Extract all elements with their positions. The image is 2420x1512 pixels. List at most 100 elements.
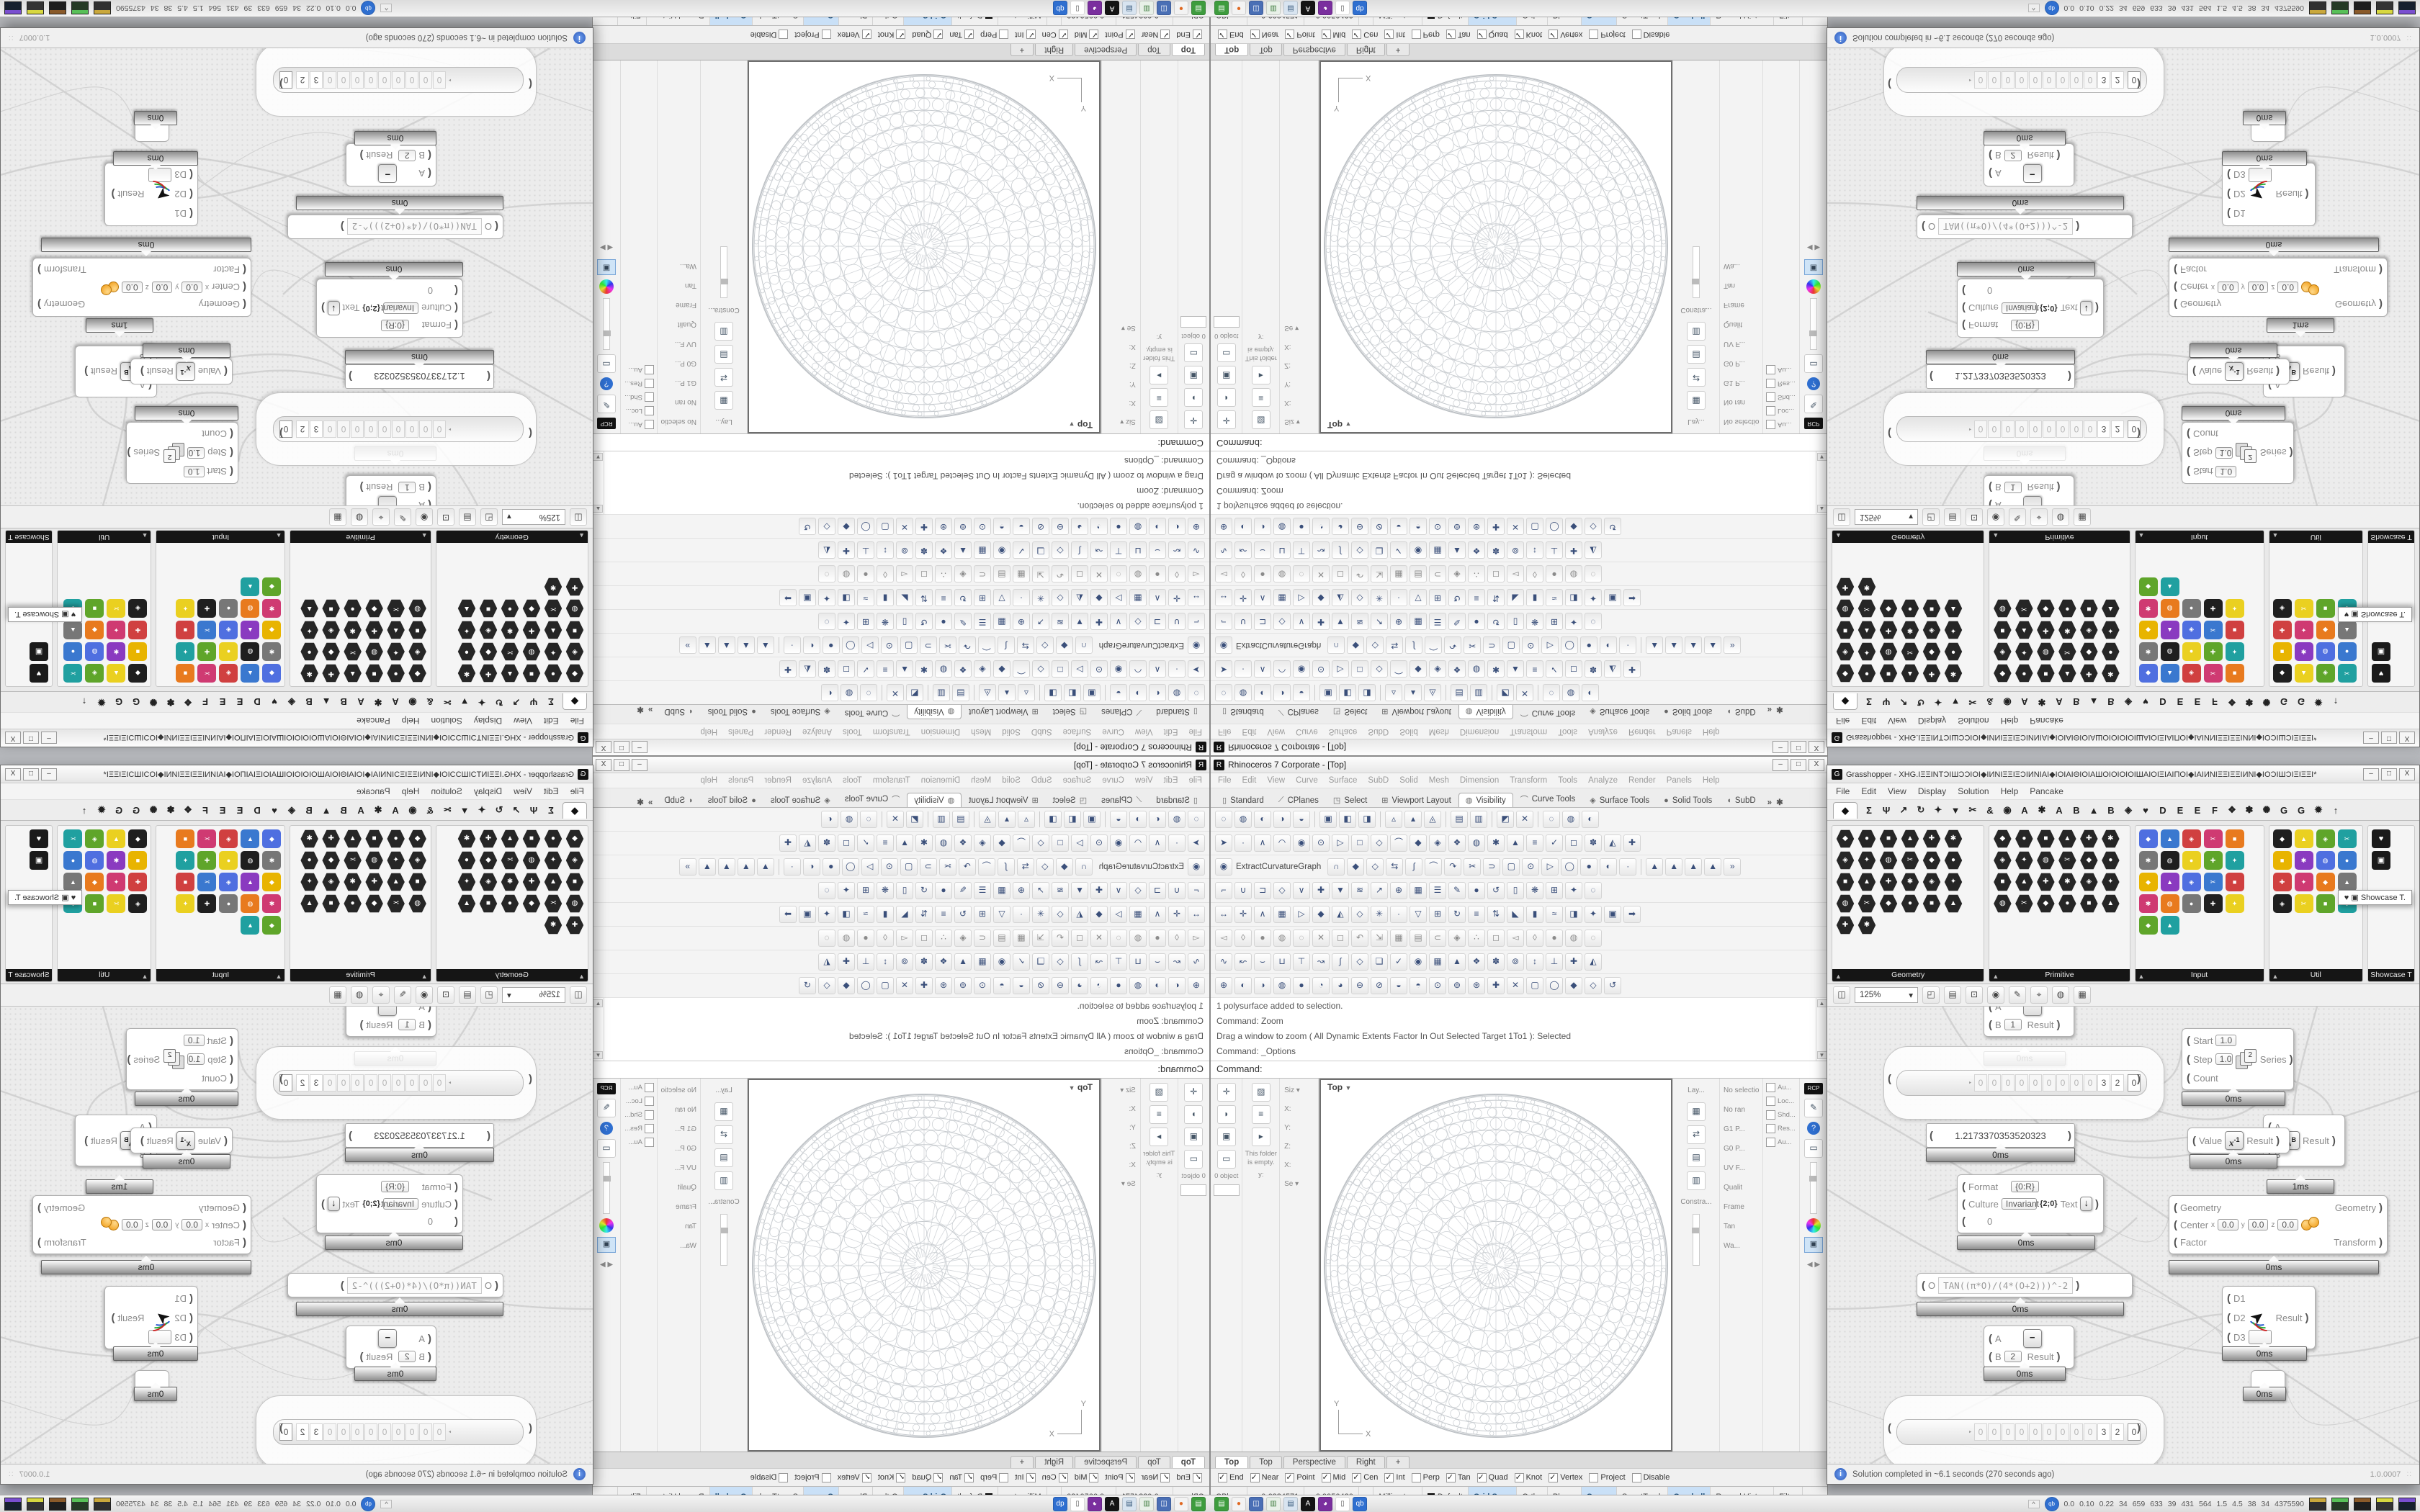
command-history-scrollbar[interactable]: ▲ ▼ [593, 998, 604, 1061]
palette-component-icon[interactable]: ◍ [2316, 851, 2335, 870]
menu-item-tools[interactable]: Tools [842, 776, 862, 785]
toolbar-icon[interactable]: ◇ [1032, 834, 1049, 852]
gh-tab-4[interactable]: ↻ [1917, 804, 1925, 815]
menu-item-help[interactable]: Help [1702, 727, 1720, 736]
gh-tab-12[interactable]: A [357, 696, 364, 708]
toolbar-icon[interactable]: ⊚ [1448, 518, 1466, 535]
toolbar-icon[interactable]: ◭ [1585, 541, 1602, 559]
palette-component-icon[interactable]: ◍ [2160, 599, 2179, 618]
menu-item-help[interactable]: Help [700, 776, 718, 785]
toolbar-icon[interactable]: ◇ [1371, 834, 1388, 852]
toolbar-icon[interactable]: ◇ [1052, 589, 1069, 606]
osnap-toggle-disable[interactable]: Disable [750, 30, 789, 40]
toolbar-icon[interactable]: ↝ [1312, 541, 1330, 559]
palette-component-icon[interactable]: ◆ [85, 621, 104, 639]
toolbar-icon[interactable]: ▼ [1332, 613, 1349, 630]
toolbar-icon[interactable]: ⊛ [935, 977, 952, 994]
constraints-panel-label[interactable]: Constra... [1680, 1198, 1712, 1206]
palette-component-icon[interactable]: ✦ [1944, 621, 1963, 639]
palette-component-icon[interactable]: ✂ [197, 664, 217, 683]
panel-scrollbar[interactable] [1692, 246, 1700, 298]
osnap-toggle-project[interactable]: Project [1589, 30, 1626, 40]
toolbar-icon[interactable]: ◆ [1090, 589, 1108, 606]
palette-panel-name[interactable]: Input ▲ [156, 969, 285, 981]
menu-item-view[interactable]: View [1267, 727, 1286, 736]
palette-component-icon[interactable]: ▲ [241, 621, 260, 639]
digit-cell[interactable]: 0 [337, 1423, 350, 1441]
toolbar-icon[interactable]: ◑ [1254, 518, 1271, 535]
toolbar-icon[interactable]: ▤ [952, 684, 969, 701]
toolbar-icon[interactable]: ◉ [1293, 660, 1310, 678]
gh-tab-9[interactable]: ◉ [2003, 804, 2012, 815]
palette-component-icon[interactable]: ◆ [2272, 664, 2292, 683]
palette-component-icon[interactable]: ✦ [544, 642, 563, 661]
menu-item-mesh[interactable]: Mesh [1428, 776, 1449, 785]
input-zero[interactable]: 0 [427, 285, 433, 297]
palette-component-icon[interactable]: ✱ [300, 829, 319, 848]
palette-component-icon[interactable]: ● [219, 894, 238, 913]
input-value[interactable]: Value [2199, 366, 2223, 377]
palette-component-icon[interactable]: ■ [2225, 664, 2244, 683]
toolbar-icon[interactable]: ● [857, 930, 874, 947]
output-result[interactable]: Result [366, 1019, 393, 1030]
toolbar-icon[interactable]: ◧ [1339, 811, 1356, 828]
toolbar-icon[interactable]: ◇ [1273, 882, 1291, 899]
toolbar-icon[interactable]: ● [1468, 882, 1485, 899]
toolbar-icon[interactable]: ❏ [1032, 541, 1049, 559]
toolbar-icon[interactable]: ▲ [1685, 636, 1703, 654]
display-checkbox[interactable]: Shd... [624, 392, 654, 402]
gh-tab-3[interactable]: ↗ [1899, 804, 1908, 815]
digit-cell[interactable]: 0 [2084, 1423, 2097, 1441]
resize-grip-icon[interactable]: :: [2406, 1470, 2412, 1478]
gh-tab-19[interactable]: E [236, 696, 243, 708]
palette-component-icon[interactable]: ▲ [387, 621, 405, 639]
toolbar-overflow-icon[interactable]: » [647, 705, 653, 714]
palette-component-icon[interactable]: ◆ [262, 621, 282, 639]
output-result[interactable]: Result [366, 1351, 393, 1362]
gh-toolbar-icon[interactable]: ◰ [1922, 986, 1940, 1004]
gh-tab-0[interactable]: ◆ [563, 801, 587, 819]
gh-toolbar-icon[interactable]: ⊡ [1966, 986, 1983, 1004]
gh-tab-1[interactable]: Σ [1866, 804, 1872, 816]
menu-item-analyze[interactable]: Analyze [1588, 727, 1618, 736]
toolbar-icon[interactable]: ▼ [1071, 613, 1088, 630]
palette-component-icon[interactable]: ◆ [322, 642, 341, 661]
palette-component-icon[interactable]: ▲ [107, 829, 126, 848]
toolbar-icon[interactable]: ▲ [1665, 858, 1683, 876]
toolbar-icon[interactable]: ↶ [1351, 930, 1368, 947]
toolbar-icon[interactable]: ✕ [1516, 811, 1533, 828]
palette-component-icon[interactable]: ■ [1994, 873, 2012, 891]
toolbar-icon[interactable]: ▯ [1507, 882, 1524, 899]
palette-panel-name[interactable]: Util ▲ [2269, 531, 2362, 543]
panel-slider[interactable] [603, 1162, 611, 1214]
toolbar-icon[interactable]: ▲ [896, 834, 913, 852]
toolbar-icon[interactable]: ⊥ [1546, 953, 1563, 971]
input-a[interactable]: A [418, 500, 425, 506]
palette-component-icon[interactable]: ◆ [322, 851, 341, 870]
toolbar-icon[interactable]: ◆ [1410, 834, 1427, 852]
palette-component-icon[interactable]: ◆ [2036, 599, 2055, 618]
toolbar-icon[interactable]: ✚ [1090, 613, 1108, 630]
panel-scrollbar[interactable] [720, 1214, 728, 1266]
input-format[interactable]: Format [1968, 1181, 1999, 1192]
gh-minimize-button[interactable]: – [2363, 768, 2379, 780]
palette-component-icon[interactable]: ✦ [2294, 873, 2313, 891]
toolbar-tab-standard[interactable]: ▯ Standard [1156, 796, 1198, 806]
input-b[interactable]: B [1995, 1351, 2002, 1362]
gh-tab-28[interactable]: ↑ [81, 804, 87, 816]
toolbar-icon[interactable]: ⌐ [1188, 882, 1205, 899]
rcp-icon[interactable]: RCP [597, 418, 616, 429]
toolbar-icon[interactable]: ◠ [1273, 660, 1291, 678]
toolbar-icon[interactable]: ✓ [1013, 953, 1030, 971]
palette-component-icon[interactable]: ◈ [2182, 621, 2201, 639]
input-start[interactable]: Start [2193, 466, 2213, 477]
toolbar-icon[interactable]: ▴ [998, 684, 1016, 701]
toolbar-icon[interactable]: ◍ [1129, 518, 1147, 535]
gh-tab-24[interactable]: ✺ [2262, 804, 2271, 815]
gh-tab-18[interactable]: D [2159, 804, 2166, 816]
maximize-button[interactable]: □ [614, 741, 629, 754]
palette-component-icon[interactable]: ✂ [63, 829, 83, 848]
gh-tab-20[interactable]: E [219, 696, 226, 708]
osnap-toggle-disable[interactable]: Disable [750, 1472, 789, 1482]
